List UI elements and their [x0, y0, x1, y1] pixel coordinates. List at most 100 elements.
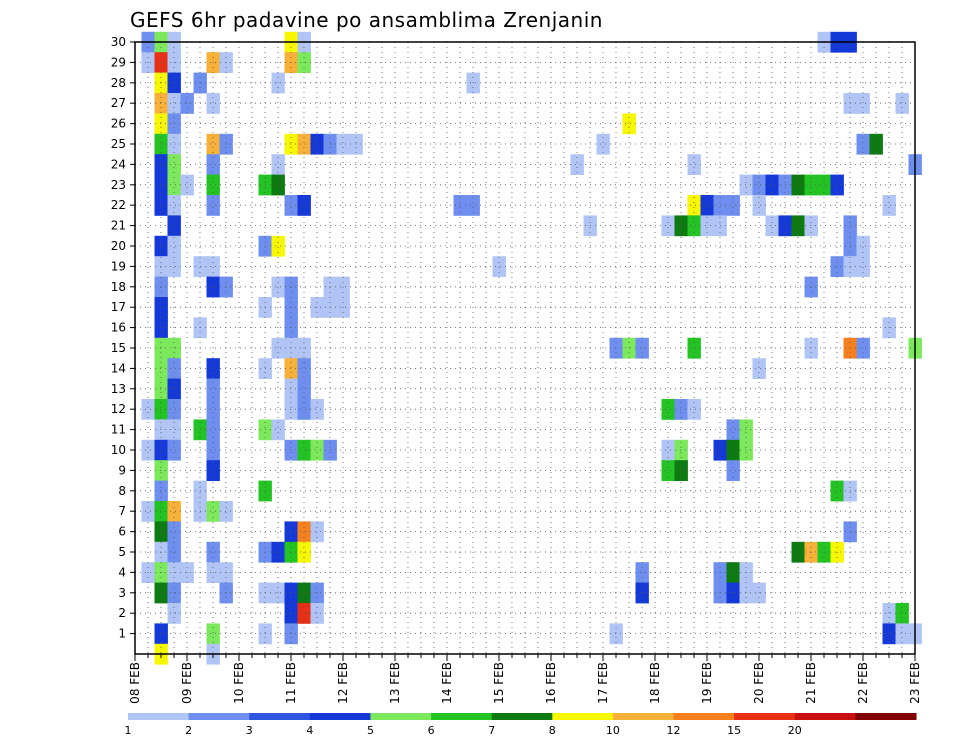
heatmap-cell: [167, 419, 181, 441]
heatmap-cell: [154, 501, 168, 522]
heatmap-cell: [895, 93, 909, 114]
heatmap-cell: [206, 623, 220, 645]
heatmap-cell: [154, 399, 168, 420]
heatmap-cell: [154, 623, 168, 645]
legend-label: 12: [667, 724, 681, 737]
heatmap-cell: [219, 133, 233, 155]
heatmap-cell: [154, 154, 168, 175]
heatmap-cell: [895, 603, 909, 624]
legend-swatch: [128, 713, 190, 720]
heatmap-cell: [154, 480, 168, 502]
heatmap-cell: [167, 215, 181, 237]
heatmap-cell: [674, 399, 688, 420]
heatmap-cell: [882, 603, 896, 624]
heatmap-cell: [206, 154, 220, 175]
heatmap-cell: [284, 439, 298, 461]
heatmap-cell: [206, 419, 220, 441]
heatmap-cell: [154, 133, 168, 155]
legend-swatch: [734, 713, 796, 720]
heatmap-cell: [180, 93, 194, 114]
heatmap-cell: [154, 439, 168, 461]
heatmap-cell: [752, 358, 766, 379]
y-tick-label: 9: [118, 463, 126, 477]
legend: 1 2 3 4 5 6 7 8 10 12 15 20: [125, 713, 917, 737]
heatmap-cell: [726, 419, 740, 441]
heatmap-cell: [752, 195, 766, 216]
heatmap-cell: [154, 419, 168, 441]
heatmap-cell: [661, 399, 675, 420]
heatmap-cell: [687, 195, 701, 216]
heatmap-cell: [752, 174, 766, 196]
heatmap-cell: [856, 133, 870, 155]
y-tick-label: 8: [118, 484, 126, 498]
y-tick-label: 1: [118, 627, 126, 641]
y-tick-label: 18: [111, 280, 126, 294]
heatmap-cell: [154, 337, 168, 359]
heatmap-cell: [284, 399, 298, 420]
legend-label: 7: [488, 724, 495, 737]
heatmap-cell: [791, 174, 805, 196]
heatmap-cell: [167, 174, 181, 196]
legend-swatch: [188, 713, 250, 720]
y-tick-label: 5: [118, 545, 126, 559]
y-tick-label: 11: [111, 423, 126, 437]
legend-label: 3: [246, 724, 253, 737]
heatmap-cell: [206, 399, 220, 420]
heatmap-cell: [284, 378, 298, 400]
x-tick-label: 20 FEB: [752, 662, 766, 704]
heatmap-cell: [271, 174, 285, 196]
heatmap-cell: [687, 215, 701, 237]
legend-swatch: [612, 713, 675, 720]
heatmap-cell: [180, 174, 194, 196]
legend-label: 8: [549, 724, 556, 737]
heatmap-cell: [687, 399, 701, 420]
heatmap-cell: [167, 501, 181, 522]
heatmap-cell: [297, 603, 311, 624]
heatmap-cell: [661, 460, 675, 481]
heatmap-cell: [154, 235, 168, 257]
heatmap-cell: [167, 256, 181, 277]
heatmap-cell: [167, 113, 181, 135]
heatmap-cell: [856, 93, 870, 114]
heatmap-cell: [570, 154, 584, 175]
legend-label: 10: [606, 724, 620, 737]
heatmap-cell: [154, 378, 168, 400]
heatmap-cell: [167, 195, 181, 216]
x-axis: 08 FEB 09 FEB 10 FEB 11 FEB 12 FEB 13 FEB 14 F…: [128, 654, 922, 704]
heatmap-cell: [154, 521, 168, 543]
heatmap-cell: [154, 195, 168, 216]
heatmap-cell: [830, 480, 844, 502]
heatmap-cell: [661, 439, 675, 461]
legend-swatch: [491, 713, 553, 720]
x-tick-label: 16 FEB: [544, 662, 558, 704]
heatmap-cell: [882, 623, 896, 645]
heatmap-cell: [284, 195, 298, 216]
heatmap-cell: [141, 399, 155, 420]
x-tick-label: 19 FEB: [700, 662, 714, 704]
legend-label: 4: [306, 724, 313, 737]
heatmap-cell: [167, 93, 181, 114]
heatmap-cell: [856, 235, 870, 257]
x-tick-label: 09 FEB: [180, 662, 194, 704]
heatmap-cell: [674, 460, 688, 481]
y-tick-label: 4: [118, 565, 126, 579]
legend-swatch: [855, 713, 917, 720]
heatmap-cell: [765, 215, 779, 237]
heatmap-cell: [596, 133, 610, 155]
chart-title: GEFS 6hr padavine po ansamblima Zrenjani…: [130, 8, 603, 32]
heatmap-cell: [167, 235, 181, 257]
x-tick-label: 10 FEB: [232, 662, 246, 704]
heatmap-cell: [271, 235, 285, 257]
y-tick-label: 19: [111, 259, 126, 273]
heatmap-cell: [310, 399, 324, 420]
heatmap-cell: [804, 215, 818, 237]
grid: [135, 42, 915, 654]
heatmap-cell: [154, 113, 168, 135]
heatmap-cell: [154, 358, 168, 379]
heatmap-cell: [726, 439, 740, 461]
heatmap-cell: [310, 603, 324, 624]
heatmap-cell: [700, 215, 714, 237]
heatmap-cell: [609, 337, 623, 359]
heatmap-cell: [206, 133, 220, 155]
y-axis: 1234567891011121314151617181920212223242…: [111, 35, 135, 641]
